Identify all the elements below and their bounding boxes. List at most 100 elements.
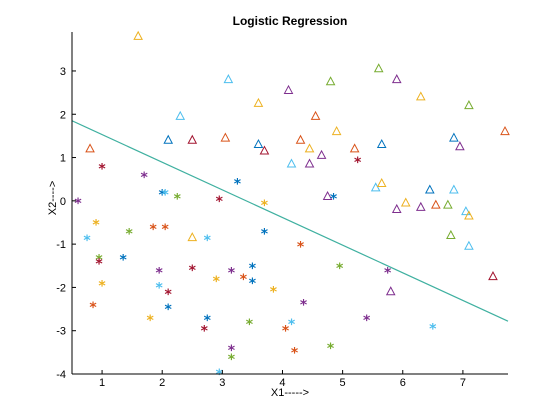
- y-tick-label: 1: [60, 153, 66, 165]
- x-tick-label: 1: [99, 377, 105, 389]
- star-marker: *: [297, 239, 305, 255]
- star-marker: *: [95, 257, 103, 273]
- star-marker: *: [92, 218, 100, 234]
- star-marker: *: [74, 196, 82, 212]
- triangle-series: [85, 30, 510, 296]
- triangle-marker: [295, 134, 306, 144]
- star-marker: *: [249, 276, 257, 292]
- triangle-marker: [253, 138, 264, 149]
- star-marker: *: [228, 265, 236, 281]
- star-marker: *: [261, 198, 269, 214]
- triangle-marker: [500, 126, 510, 136]
- triangle-marker: [464, 240, 474, 250]
- star-marker: *: [162, 222, 170, 238]
- x-axis-label: X1----->: [271, 387, 309, 399]
- triangle-marker: [370, 182, 381, 192]
- plot-area: * * * * * * * * * * * * * * * * * * * * * * * * * * * * * * * * * * * * * * * *…: [56, 30, 510, 389]
- triangle-marker: [431, 199, 441, 209]
- star-marker: *: [429, 322, 437, 338]
- triangle-marker: [443, 199, 453, 209]
- data-marks: * * * * * * * * * * * * * * * * * * * * * * * * * * * * * * * * * * * * * * * *…: [71, 30, 510, 383]
- triangle-marker: [304, 143, 315, 153]
- star-marker: *: [98, 278, 106, 294]
- star-series: * * * * * * * * * * * * * * * * * * * * * * * * * * * * * * * * * * * * * * * *…: [74, 155, 437, 383]
- triangle-marker: [391, 203, 402, 213]
- star-marker: *: [270, 285, 278, 301]
- star-marker: *: [156, 265, 164, 281]
- star-marker: *: [213, 274, 221, 290]
- triangle-marker: [220, 132, 231, 142]
- star-marker: *: [282, 324, 290, 340]
- star-marker: *: [98, 161, 106, 177]
- x-tick-label: 4: [279, 377, 285, 389]
- star-marker: *: [336, 261, 344, 277]
- triangle-marker: [415, 91, 426, 101]
- star-marker: *: [228, 352, 236, 368]
- triangle-marker: [223, 74, 234, 84]
- axes: [71, 32, 508, 375]
- triangle-marker: [187, 134, 198, 144]
- star-marker: *: [125, 226, 133, 242]
- star-marker: *: [201, 324, 209, 340]
- triangle-marker: [304, 158, 315, 168]
- triangle-marker: [391, 74, 402, 84]
- star-marker: *: [204, 233, 212, 249]
- y-ticks: -4 -3 -2 -1 0 1 2 3: [56, 66, 76, 381]
- triangle-marker: [385, 286, 396, 296]
- triangle-marker: [400, 197, 411, 207]
- triangle-marker: [331, 126, 342, 136]
- triangle-marker: [163, 134, 174, 144]
- triangle-marker: [415, 201, 426, 211]
- star-marker: *: [216, 194, 224, 210]
- triangle-marker: [349, 143, 360, 153]
- star-marker: *: [216, 367, 224, 383]
- y-tick-label: -4: [56, 369, 66, 381]
- star-marker: *: [189, 263, 197, 279]
- triangle-marker: [325, 76, 336, 86]
- star-marker: *: [83, 233, 91, 249]
- star-marker: *: [204, 313, 212, 329]
- triangle-marker: [253, 97, 264, 107]
- y-tick-label: 0: [60, 196, 66, 208]
- x-tick-label: 5: [340, 377, 346, 389]
- star-marker: *: [141, 170, 149, 186]
- star-marker: *: [162, 187, 170, 203]
- star-marker: *: [147, 313, 155, 329]
- star-marker: *: [240, 272, 248, 288]
- triangle-marker: [259, 145, 270, 155]
- triangle-marker: [286, 158, 297, 168]
- star-marker: *: [363, 313, 371, 329]
- y-tick-label: 2: [60, 109, 66, 121]
- star-marker: *: [246, 317, 254, 333]
- triangle-marker: [175, 110, 186, 120]
- y-tick-label: -1: [56, 239, 66, 251]
- star-marker: *: [249, 261, 257, 277]
- triangle-marker: [424, 184, 435, 194]
- star-marker: *: [354, 155, 362, 171]
- star-marker: *: [165, 302, 173, 318]
- triangle-marker: [85, 143, 95, 153]
- triangle-marker: [322, 190, 333, 201]
- triangle-marker: [446, 229, 456, 239]
- triangle-marker: [464, 210, 474, 220]
- y-tick-label: 3: [60, 66, 66, 78]
- star-marker: *: [159, 187, 167, 203]
- x-tick-label: 2: [159, 377, 165, 389]
- star-marker: *: [156, 280, 164, 296]
- y-tick-label: -2: [56, 282, 66, 294]
- star-marker: *: [288, 317, 296, 333]
- x-tick-label: 3: [219, 377, 225, 389]
- triangle-marker: [187, 232, 198, 242]
- star-marker: *: [95, 252, 103, 268]
- triangle-marker: [133, 30, 143, 40]
- star-marker: *: [327, 341, 335, 357]
- star-marker: *: [300, 298, 308, 314]
- triangle-marker: [373, 63, 384, 73]
- triangle-marker: [310, 110, 321, 120]
- y-axis-label: X2---->: [47, 181, 59, 216]
- star-marker: *: [150, 222, 158, 238]
- star-marker: *: [165, 287, 173, 303]
- triangle-marker: [461, 206, 471, 216]
- y-tick-label: -3: [56, 326, 66, 338]
